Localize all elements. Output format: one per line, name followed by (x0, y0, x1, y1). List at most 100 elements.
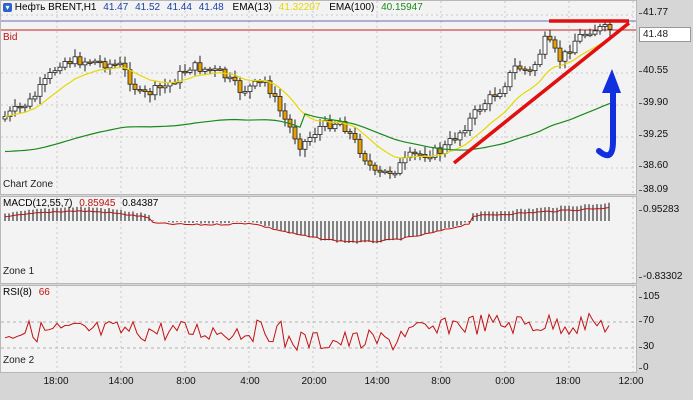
zone2-label: Zone 2 (3, 355, 35, 366)
candle-body (232, 76, 238, 82)
candle-body (347, 131, 353, 134)
candle-body (97, 60, 103, 64)
candle-body (552, 39, 558, 49)
up-arrow-icon (596, 88, 616, 159)
candle-body (532, 64, 538, 72)
price-chart-svg (1, 1, 636, 194)
candle-body (107, 63, 113, 69)
candle-body (427, 156, 433, 160)
candle-body (457, 132, 463, 141)
rsi-tick: 30 (638, 341, 655, 352)
ema13-line (4, 39, 611, 159)
candle-body (227, 76, 233, 80)
price-chart-panel[interactable]: ▾ Нефть BRENT,H1 41.47 41.52 41.44 41.48… (0, 0, 637, 195)
candle-body (537, 53, 543, 66)
candle-body (452, 138, 458, 141)
candle-body (297, 138, 303, 150)
time-tick: 20:00 (301, 376, 327, 387)
candle-body (387, 170, 393, 174)
candle-body (412, 151, 418, 155)
candle-body (207, 68, 213, 72)
candle-body (57, 66, 63, 72)
candle-body (522, 68, 528, 71)
price-tick: 38.09 (638, 184, 669, 195)
candle-body (572, 40, 578, 54)
high-value: 41.52 (135, 2, 161, 13)
macd-svg (4, 197, 634, 283)
macd-tick: 0.95283 (638, 204, 680, 215)
candle-body (7, 110, 13, 117)
candle-body (112, 63, 118, 67)
candle-body (597, 26, 603, 32)
candle-body (277, 96, 283, 112)
macd-value: 0.85945 (79, 198, 116, 209)
time-tick: 18:00 (555, 376, 581, 387)
ema100-label: EMA(100) (329, 2, 375, 13)
candle-body (117, 62, 123, 66)
candle-body (377, 169, 383, 173)
candle-body (27, 98, 33, 107)
candle-body (202, 68, 208, 72)
candle-body (122, 62, 128, 71)
zone1-label: Zone 1 (3, 266, 35, 277)
rsi-axis: 105 70 30 0 (637, 285, 693, 373)
candle-body (32, 95, 38, 100)
macd-label: MACD(12,55,7) (3, 198, 73, 209)
candle-body (362, 153, 368, 162)
price-tick: 41.77 (638, 7, 669, 18)
candle-body (477, 109, 483, 112)
time-tick: 12:00 (618, 376, 644, 387)
candle-body (147, 91, 153, 96)
price-tick: 39.25 (638, 129, 669, 140)
candle-body (417, 153, 423, 156)
candle-body (492, 94, 498, 98)
macd-axis: 0.95283 -0.83302 (637, 196, 693, 284)
candle-body (607, 24, 613, 30)
open-value: 41.47 (103, 2, 129, 13)
candle-body (317, 126, 323, 135)
macd-panel[interactable]: MACD(12,55,7) 0.85945 0.84387 Zone 1 (0, 196, 637, 284)
candle-body (372, 164, 378, 171)
time-axis: 18:00 14:00 8:00 4:00 20:00 14:00 8:00 0… (0, 373, 693, 400)
candle-body (87, 61, 93, 64)
candle-body (257, 80, 263, 84)
candle-body (512, 65, 518, 74)
candle-body (197, 62, 203, 72)
bid-label: Bid (3, 32, 18, 43)
candle-body (247, 85, 253, 92)
candle-body (187, 69, 193, 73)
candle-body (157, 85, 163, 89)
price-axis: 41.77 40.55 39.90 39.25 38.60 38.09 (637, 0, 693, 195)
low-value: 41.44 (166, 2, 192, 13)
time-tick: 8:00 (431, 376, 451, 387)
candle-body (282, 110, 288, 120)
time-tick: 14:00 (108, 376, 134, 387)
candle-body (272, 93, 278, 97)
candle-body (487, 94, 493, 105)
rsi-panel[interactable]: RSI(8) 66 Zone 2 (0, 285, 637, 373)
rsi-tick: 0 (639, 362, 649, 373)
rsi-tick: 70 (638, 315, 655, 326)
candle-body (352, 132, 358, 140)
candle-body (72, 56, 78, 65)
time-tick: 18:00 (43, 376, 69, 387)
candle-body (482, 103, 488, 111)
candle-body (467, 117, 473, 132)
candle-body (127, 69, 133, 85)
candle-body (557, 47, 563, 62)
candle-body (142, 89, 148, 92)
candle-body (392, 172, 398, 176)
candle-body (217, 68, 223, 71)
candle-body (497, 93, 503, 98)
candle-body (602, 24, 608, 27)
candle-body (237, 80, 243, 93)
chart-menu-icon[interactable]: ▾ (3, 2, 12, 12)
chart-header: ▾ Нефть BRENT,H1 41.47 41.52 41.44 41.48… (3, 2, 423, 13)
candle-body (22, 105, 28, 109)
candle-body (527, 69, 533, 72)
candle-body (332, 123, 338, 130)
candle-body (592, 30, 598, 35)
candle-body (242, 91, 248, 94)
ema13-label: EMA(13) (232, 2, 272, 13)
rsi-header: RSI(8) 66 (3, 287, 50, 298)
